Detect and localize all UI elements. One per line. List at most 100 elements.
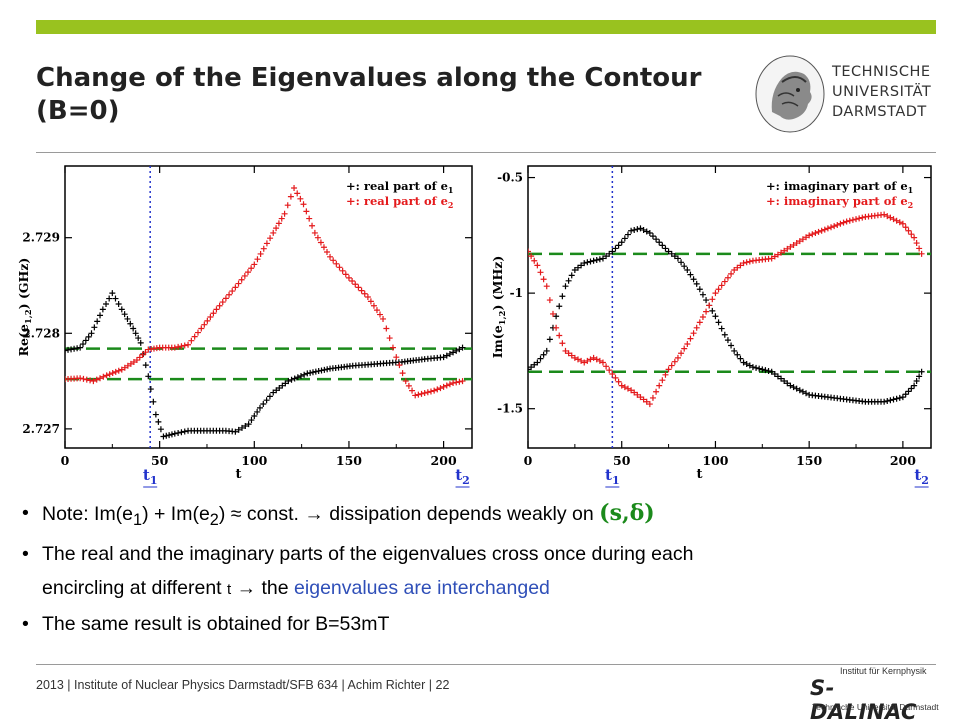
data-point <box>270 389 277 396</box>
data-point <box>734 264 741 271</box>
data-point <box>668 250 675 257</box>
data-point <box>127 360 134 367</box>
data-point <box>916 373 923 380</box>
data-point <box>235 426 242 433</box>
data-point <box>565 277 572 284</box>
data-point <box>637 225 644 232</box>
data-point <box>185 341 192 348</box>
data-point <box>213 306 220 313</box>
data-point <box>251 261 258 268</box>
data-point <box>665 366 672 373</box>
t2-label: t2 <box>455 466 470 487</box>
tu-darmstadt-logo: TECHNISCHE UNIVERSITÄT DARMSTADT <box>752 52 942 136</box>
data-point <box>718 325 725 332</box>
y-tick-label: 2.728 <box>22 326 60 340</box>
data-point <box>198 325 205 332</box>
data-point <box>77 344 84 351</box>
t2-label: t2 <box>914 466 929 487</box>
data-point <box>562 283 569 290</box>
data-point <box>399 370 406 377</box>
data-point <box>593 257 600 263</box>
data-point <box>93 376 100 383</box>
data-point <box>168 431 175 438</box>
data-point <box>181 428 188 435</box>
data-point <box>621 235 628 242</box>
x-tick-label: 0 <box>61 453 70 468</box>
legend-entry: +: imaginary part of e1 <box>766 179 913 195</box>
data-point <box>824 225 831 232</box>
data-point <box>768 368 775 375</box>
data-point <box>596 256 603 263</box>
data-point <box>136 354 143 361</box>
data-point <box>88 330 95 337</box>
data-point <box>911 382 918 389</box>
data-point <box>684 340 691 347</box>
data-point <box>790 241 797 248</box>
data-point <box>260 401 267 408</box>
x-tick-label: 0 <box>524 453 533 468</box>
data-point <box>884 398 891 404</box>
data-point <box>568 352 575 359</box>
data-point <box>386 335 393 342</box>
data-point <box>778 375 785 382</box>
x-tick-label: 100 <box>702 453 728 468</box>
svg-text:Im(e1,2) (MHz): Im(e1,2) (MHz) <box>490 256 508 359</box>
data-point <box>603 363 610 370</box>
data-point <box>178 429 185 436</box>
data-point <box>540 276 547 283</box>
legend-entry: +: imaginary part of e2 <box>766 194 913 210</box>
data-point <box>418 390 425 397</box>
bullet-same-result: • The same result is obtained for B=53mT <box>22 612 390 635</box>
data-point <box>266 393 273 400</box>
data-point <box>204 317 211 324</box>
data-point <box>721 331 728 338</box>
data-point <box>778 249 785 256</box>
data-point <box>746 362 753 369</box>
data-point <box>222 295 229 302</box>
data-point <box>109 370 116 377</box>
data-point <box>254 408 261 415</box>
data-point <box>881 398 888 405</box>
data-point <box>890 216 897 223</box>
data-point <box>696 319 703 326</box>
data-point <box>728 270 735 277</box>
bullet-note: • Note: Im(e1) + Im(e2) ≈ const. → dissi… <box>22 500 655 529</box>
data-point <box>916 245 923 252</box>
data-point <box>242 423 249 430</box>
data-point <box>453 379 460 386</box>
data-point <box>91 324 98 331</box>
data-point <box>908 231 915 238</box>
data-point <box>806 232 813 239</box>
data-point <box>301 371 308 378</box>
university-name: TECHNISCHE UNIVERSITÄT DARMSTADT <box>832 64 932 120</box>
data-point <box>706 302 713 309</box>
data-point <box>424 389 431 396</box>
data-point <box>621 384 628 391</box>
data-point <box>703 297 710 304</box>
data-point <box>587 258 594 265</box>
data-point <box>256 404 263 411</box>
data-point <box>270 229 277 236</box>
data-point <box>345 274 352 281</box>
data-point <box>603 253 610 260</box>
data-point <box>330 257 337 264</box>
data-point <box>456 378 463 385</box>
data-point <box>440 383 447 390</box>
data-point <box>456 346 463 353</box>
data-point <box>668 362 675 369</box>
data-point <box>229 288 236 295</box>
data-point <box>737 355 744 362</box>
data-point <box>834 221 841 228</box>
data-point <box>831 223 838 230</box>
data-point <box>257 250 264 257</box>
data-point <box>718 282 725 289</box>
data-point <box>656 239 663 246</box>
data-point <box>376 311 383 318</box>
data-point <box>624 385 631 392</box>
data-point <box>291 375 298 382</box>
data-point <box>828 224 835 231</box>
data-point <box>649 394 656 401</box>
data-point <box>294 374 301 381</box>
data-point <box>137 339 144 346</box>
data-point <box>309 222 316 229</box>
